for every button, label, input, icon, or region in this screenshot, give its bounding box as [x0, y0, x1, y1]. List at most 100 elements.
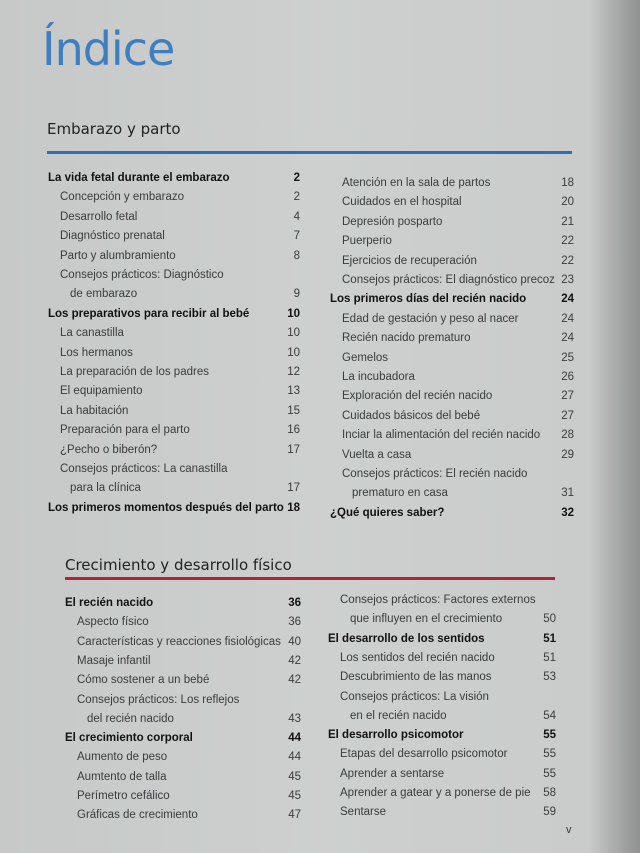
toc-entry: El desarrollo psicomotor 55 — [328, 726, 556, 744]
toc-entry: en el recién nacido 54 — [328, 707, 556, 725]
toc-entry: Aumento de peso 44 — [65, 748, 301, 766]
toc-entry: Perímetro cefálico 45 — [65, 787, 301, 805]
toc-entry-title: Concepción y embarazo — [60, 191, 185, 204]
toc-entry-title: Ejercicios de recuperación — [342, 254, 477, 267]
toc-entry-title: Inciar la alimentación del recién nacido — [342, 429, 541, 442]
toc-entry: Vuelta a casa 29 — [330, 446, 574, 464]
toc-entry-page: 16 — [287, 424, 300, 437]
toc-entry: Concepción y embarazo 2 — [48, 188, 300, 206]
toc-entry-title: Parto y alumbramiento — [60, 249, 176, 262]
toc-entry-title: Aumento de peso — [77, 751, 168, 764]
toc-entry-title: Los primeros momentos después del parto — [48, 501, 284, 514]
toc-entry: Los primeros momentos después del parto 1… — [48, 499, 300, 517]
toc-entry: prematuro en casa 31 — [330, 484, 574, 502]
toc-entry: Desarrollo fetal 4 — [48, 208, 300, 226]
toc-entry: Aumtento de talla 45 — [65, 768, 301, 786]
toc-entry-page: 31 — [561, 487, 574, 500]
toc-entry-title: de embarazo — [70, 288, 138, 301]
toc-entry-page: 29 — [561, 448, 574, 461]
toc-entry-page: 55 — [543, 767, 556, 780]
toc-entry: Aprender a sentarse 55 — [328, 765, 556, 783]
toc-entry-title: Cuidados en el hospital — [342, 196, 462, 209]
toc-entry-title: El desarrollo psicomotor — [328, 729, 464, 742]
toc-entry-page: 59 — [543, 806, 556, 819]
toc-entry-page: 22 — [561, 254, 574, 267]
toc-entry-title: Características y reacciones fisiológica… — [77, 635, 281, 648]
toc-entry-page: 26 — [561, 371, 574, 383]
toc-entry: Depresión posparto 21 — [330, 213, 574, 231]
toc-entry-title: Cuidados básicos del bebé — [342, 409, 481, 422]
toc-entry-page: 22 — [561, 235, 574, 248]
toc-entry-title: prematuro en casa — [352, 487, 448, 500]
toc-entry-page: 24 — [561, 332, 574, 345]
toc-entry-title: Diagnóstico prenatal — [60, 230, 165, 243]
toc-entry: Consejos prácticos: El diagnóstico preco… — [330, 271, 574, 289]
toc-entry: para la clínica 17 — [48, 479, 300, 497]
toc-entry-title: Consejos prácticos: El recién nacido — [342, 468, 528, 480]
toc-entry-title: en el recién nacido — [350, 709, 447, 722]
toc-entry-page: 28 — [561, 429, 574, 442]
toc-entry: Exploración del recién nacido 27 — [330, 387, 574, 405]
toc-entry-page: 15 — [287, 404, 300, 417]
toc-entry: La preparación de los padres 12 — [48, 363, 300, 381]
toc-entry: Aprender a gatear y a ponerse de pie 58 — [328, 784, 556, 802]
toc-entry-title: Cómo sostener a un bebé — [77, 674, 210, 687]
toc-entry-page: 2 — [293, 172, 300, 184]
toc-entry: Edad de gestación y peso al nacer 24 — [330, 310, 574, 328]
toc-entry-title: Aprender a gatear y a ponerse de pie — [340, 787, 531, 799]
toc-entry-page: 17 — [287, 443, 300, 456]
toc-entry: Cuidados básicos del bebé 27 — [330, 407, 574, 425]
toc-entry-title: Edad de gestación y peso al nacer — [342, 312, 519, 325]
toc-entry-title: La habitación — [60, 404, 129, 417]
toc-entry: Consejos prácticos: Diagnóstico — [48, 266, 300, 284]
toc-entry-page: 27 — [561, 390, 574, 403]
toc-entry: La vida fetal durante el embarazo 2 — [48, 169, 300, 187]
toc-entry-title: Consejos prácticos: Los reflejos — [77, 693, 240, 706]
toc-entry: Gráficas de crecimiento 47 — [65, 806, 301, 824]
toc-entry-page: 53 — [543, 671, 556, 684]
toc-entry-title: ¿Qué quieres saber? — [330, 506, 445, 519]
toc-entry-page: 44 — [288, 732, 301, 745]
page-number: v — [566, 824, 572, 836]
toc-entry-page: 18 — [561, 177, 574, 189]
toc-entry: de embarazo 9 — [48, 285, 300, 303]
toc-entry: Preparación para el parto 16 — [48, 421, 300, 439]
toc-entry-title: Los primeros días del recién nacido — [330, 293, 527, 306]
toc-entry-title: Depresión posparto — [342, 215, 443, 228]
toc-entry-title: Consejos prácticos: Factores externos — [340, 594, 536, 606]
toc-entry: Inciar la alimentación del recién nacido… — [330, 426, 574, 444]
toc-entry-title: Aumtento de talla — [77, 770, 167, 783]
toc-entry-title: Aspecto físico — [77, 616, 149, 629]
toc-entry-title: del recién nacido — [87, 712, 174, 725]
toc-entry-title: para la clínica — [70, 482, 141, 495]
toc-entry-page: 51 — [543, 651, 556, 664]
section-heading-embarazo: Embarazo y parto — [47, 120, 181, 138]
toc-entry-title: El desarrollo de los sentidos — [328, 632, 485, 645]
page-title: Índice — [42, 22, 175, 76]
toc-entry-page: 44 — [288, 751, 301, 764]
toc-entry-page: 50 — [543, 613, 556, 626]
toc-entry-page: 36 — [288, 616, 301, 629]
toc-entry: Los preparativos para recibir al bebé 10 — [48, 305, 300, 323]
toc-entry-page: 45 — [288, 790, 301, 802]
toc-entry-page: 8 — [293, 249, 300, 262]
toc-entry: Masaje infantil 42 — [65, 652, 301, 670]
toc-entry-page: 27 — [561, 409, 574, 422]
toc-entry: Recién nacido prematuro 24 — [330, 329, 574, 347]
toc-entry-page: 2 — [293, 191, 300, 204]
toc-entry-page: 51 — [543, 632, 556, 645]
toc-entry-page: 58 — [543, 787, 556, 799]
toc-entry-page: 40 — [288, 635, 301, 648]
section-rule — [65, 577, 555, 580]
toc-entry-page: 20 — [561, 196, 574, 209]
toc-entry-title: Exploración del recién nacido — [342, 390, 493, 403]
toc-entry-title: Gráficas de crecimiento — [77, 809, 198, 822]
toc-entry-title: Preparación para el parto — [60, 424, 190, 437]
toc-entry-title: Consejos prácticos: La visión — [340, 690, 489, 703]
toc-entry-page: 36 — [288, 597, 301, 609]
toc-entry-title: La preparación de los padres — [60, 366, 209, 378]
toc-entry-title: Vuelta a casa — [342, 448, 412, 461]
toc-entry: Gemelos 25 — [330, 349, 574, 367]
toc-entry-page: 10 — [287, 346, 300, 359]
toc-entry: Consejos prácticos: El recién nacido — [330, 465, 574, 483]
